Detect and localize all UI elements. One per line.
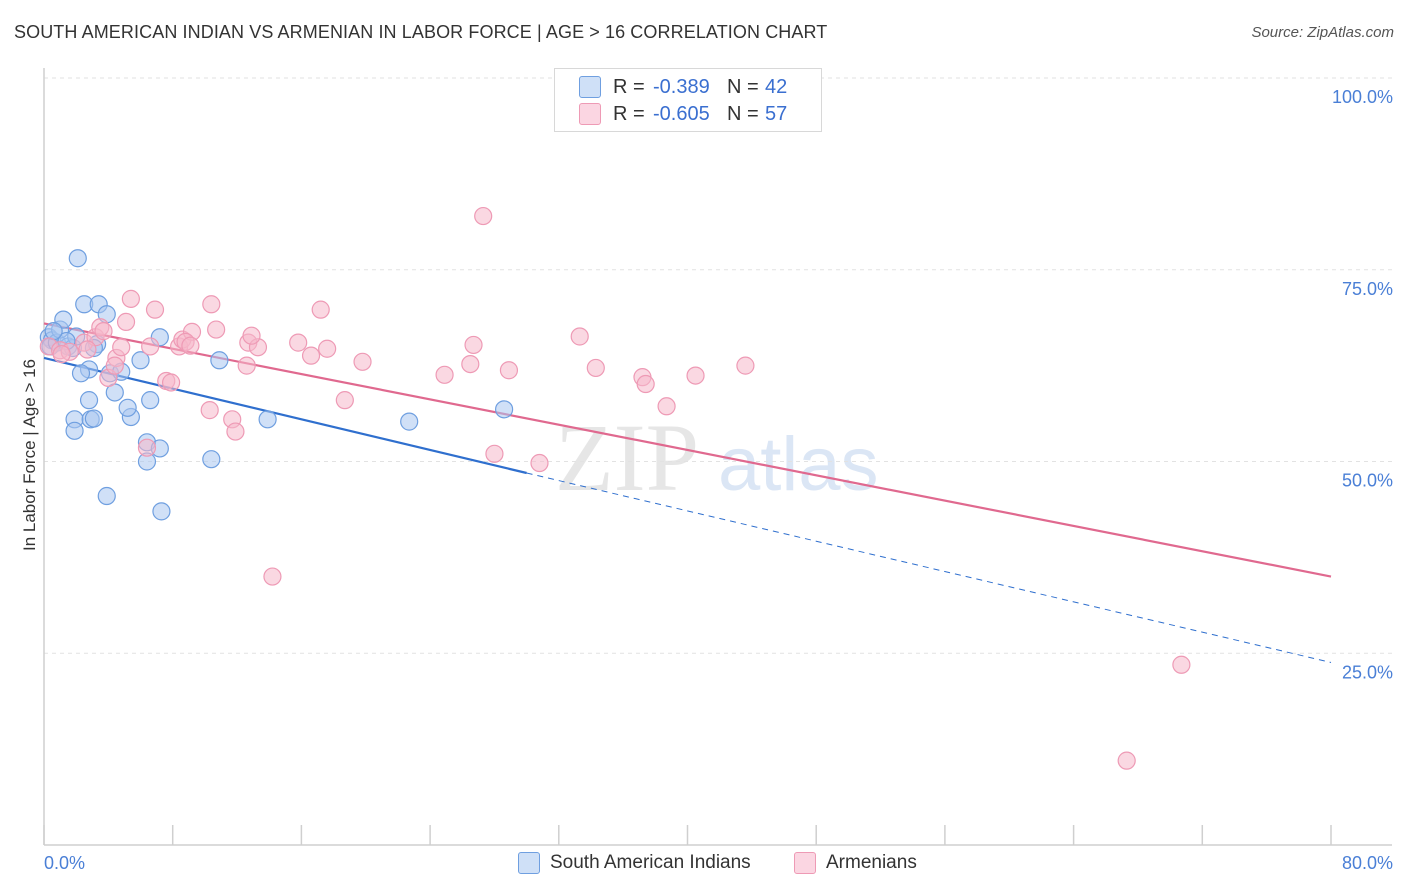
data-point	[570, 327, 589, 346]
legend-label: South American Indians	[550, 852, 751, 873]
data-point	[464, 335, 483, 355]
data-point	[202, 295, 221, 314]
data-point	[84, 409, 103, 428]
n-label: N =	[727, 102, 759, 125]
data-point	[586, 358, 605, 378]
series-armenians	[39, 206, 1191, 770]
data-point	[263, 567, 282, 586]
data-point	[207, 320, 226, 339]
data-point	[335, 391, 354, 410]
data-point	[657, 397, 676, 416]
y-tick-label: 100.0%	[1332, 87, 1393, 107]
y-tick-label: 50.0%	[1342, 471, 1393, 491]
data-point	[145, 300, 165, 319]
chart-title: SOUTH AMERICAN INDIAN VS ARMENIAN IN LAB…	[14, 22, 828, 42]
legend-item-armenians[interactable]: Armenians	[794, 852, 917, 874]
data-point	[226, 422, 245, 441]
data-point	[461, 354, 480, 374]
data-point	[353, 352, 372, 371]
data-point	[121, 289, 140, 308]
data-point	[318, 339, 337, 358]
x-tick-label: 80.0%	[1342, 853, 1393, 873]
data-point	[311, 300, 330, 319]
data-point	[237, 356, 256, 375]
data-point	[400, 412, 419, 431]
data-point	[112, 338, 131, 357]
data-point	[289, 333, 308, 352]
watermark-zip: ZIP	[555, 404, 699, 511]
n-label: N =	[727, 75, 759, 98]
data-point	[131, 351, 150, 370]
data-point	[258, 410, 277, 429]
watermark: ZIP atlas	[555, 404, 879, 511]
data-point	[52, 345, 71, 364]
y-tick-label: 25.0%	[1342, 662, 1393, 682]
r-label: R =	[613, 102, 645, 125]
data-point	[97, 486, 116, 506]
legend-swatch-blue	[518, 852, 540, 874]
r-value: -0.605	[653, 102, 710, 125]
data-point	[118, 398, 137, 417]
data-point	[152, 502, 171, 521]
y-tick-label: 75.0%	[1342, 279, 1393, 299]
r-value: -0.389	[653, 75, 710, 98]
data-point	[161, 373, 181, 392]
legend-label: Armenians	[826, 852, 917, 873]
data-point	[495, 400, 514, 419]
legend-swatch-pink	[794, 852, 816, 874]
data-point	[242, 326, 261, 345]
data-point	[1117, 751, 1136, 770]
legend-row-south-american-indians: R = -0.389 N = 42	[555, 73, 787, 101]
data-point	[636, 374, 655, 394]
legend-swatch-blue	[579, 76, 601, 98]
source-label: Source: ZipAtlas.com	[1251, 24, 1394, 41]
data-point	[435, 365, 454, 384]
data-point	[474, 206, 493, 226]
data-point	[65, 421, 84, 440]
data-point	[736, 356, 755, 375]
data-point	[79, 391, 99, 410]
legend-swatch-pink	[579, 103, 601, 125]
tick-labels: 25.0% 50.0% 75.0% 100.0% 0.0% 80.0%	[44, 87, 1393, 873]
data-point	[499, 361, 519, 380]
data-point	[141, 337, 160, 356]
legend-item-south-american-indians[interactable]: South American Indians	[518, 852, 751, 874]
axes	[43, 68, 1392, 846]
data-point	[530, 453, 549, 473]
data-point	[44, 322, 63, 341]
data-point	[1172, 655, 1191, 674]
data-point	[141, 391, 160, 410]
data-point	[200, 401, 219, 420]
trend-line-extension	[526, 472, 1332, 663]
data-points	[39, 206, 1191, 770]
r-label: R =	[613, 75, 645, 98]
watermark-atlas: atlas	[718, 422, 879, 507]
data-point	[202, 450, 221, 469]
grid-lines	[44, 77, 1392, 654]
data-point	[181, 336, 200, 355]
data-point	[71, 364, 91, 383]
data-point	[78, 340, 97, 359]
data-point	[68, 249, 87, 268]
data-point	[686, 366, 705, 385]
data-point	[116, 312, 136, 332]
y-axis-label: In Labor Force | Age > 16	[20, 358, 39, 552]
correlation-legend: R = -0.389 N = 42 R = -0.605 N = 57	[554, 68, 822, 132]
n-value: 57	[765, 102, 788, 125]
data-point	[137, 438, 157, 457]
x-tick-label: 0.0%	[44, 853, 85, 873]
series-legend: South American Indians Armenians	[0, 852, 1406, 876]
n-value: 42	[765, 75, 788, 98]
legend-row-armenians: R = -0.605 N = 57	[555, 100, 787, 128]
data-point	[485, 444, 504, 463]
data-point	[94, 322, 113, 341]
trend-line	[43, 322, 1332, 578]
data-point	[105, 356, 124, 375]
data-point	[210, 351, 229, 370]
data-point	[301, 346, 321, 365]
